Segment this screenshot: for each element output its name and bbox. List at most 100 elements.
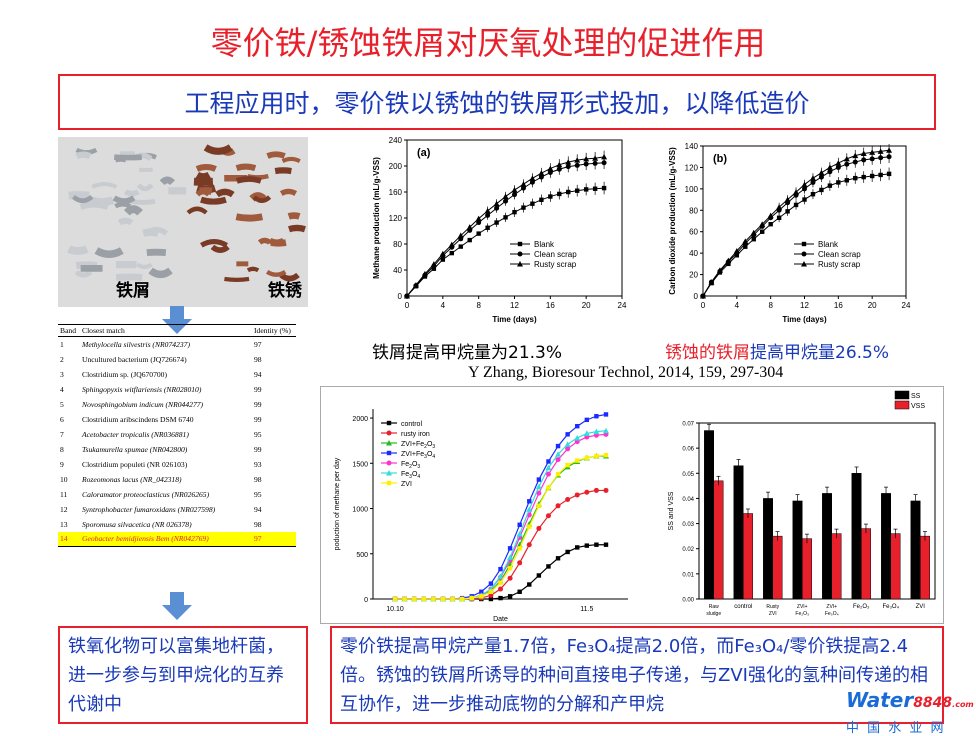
data-point [508, 594, 512, 598]
data-point [575, 189, 579, 193]
band-cell: 5 [58, 397, 80, 412]
identity-cell: 98 [252, 352, 296, 367]
data-point [556, 556, 560, 560]
identity-header: Identity (%) [252, 325, 296, 337]
data-point [584, 490, 589, 495]
iron-scrap-photo: 铁屑 铁锈 [58, 137, 308, 307]
legend-label: Fe3O4 [401, 471, 420, 480]
rust-scrap-piece [200, 191, 212, 192]
rust-scrap-piece [281, 191, 295, 193]
legend-label: ZVI [401, 481, 412, 488]
data-point [862, 175, 866, 179]
bar-vss [891, 534, 900, 599]
x-tick-label: 20 [582, 301, 591, 310]
data-point [575, 545, 579, 549]
x-category-label: Fe₂O₃ [853, 604, 870, 610]
rusty-caption: 锈蚀的铁屑提高甲烷量26.5% [665, 338, 889, 363]
legend-label: VSS [911, 403, 925, 410]
data-point [518, 242, 522, 246]
x-category-label: Fe₃O₄ [882, 604, 899, 610]
bar-vss [743, 514, 752, 599]
x-tick-label: 4 [735, 301, 740, 310]
data-point [594, 414, 598, 418]
y-tick-label: 0.01 [682, 572, 694, 578]
identity-cell: 99 [252, 442, 296, 457]
match-cell: Clostridium sp. (JQ670700) [80, 367, 252, 382]
data-point [512, 187, 518, 193]
data-point [529, 175, 535, 181]
data-point [441, 597, 445, 601]
series-control [393, 543, 608, 602]
data-point [585, 456, 589, 460]
data-point [422, 597, 426, 601]
match-cell: Uncultured bacterium (JQ726674) [80, 352, 252, 367]
data-point [517, 560, 522, 565]
data-point [527, 499, 531, 503]
band-header: Band [58, 325, 80, 337]
identity-cell: 95 [252, 487, 296, 502]
data-point [518, 252, 523, 257]
data-point [827, 164, 833, 170]
data-point [431, 597, 435, 601]
bar-vss [802, 539, 811, 599]
slide-title: 零价铁/锈蚀铁屑对厌氧处理的促进作用 [0, 18, 976, 64]
rust-scrap-piece [206, 147, 231, 151]
x-category-label: Fe₃O₄ [825, 611, 839, 617]
data-point [601, 154, 607, 160]
left-conclusion-box: 铁氧化物可以富集地杆菌，进一步参与到甲烷化的互养代谢中 [58, 626, 308, 724]
data-point [536, 526, 541, 531]
data-point [556, 444, 560, 448]
band-cell: 7 [58, 427, 80, 442]
logo-com: .com [952, 700, 974, 709]
data-point [508, 566, 512, 570]
data-point [835, 160, 841, 166]
match-cell: Sporomusa silvacetica (NR 026378) [80, 517, 252, 532]
legend-label: Fe2O3 [401, 461, 420, 470]
rust-scrap-piece [260, 240, 270, 242]
band-cell: 10 [58, 472, 80, 487]
data-point [517, 546, 521, 550]
legend-label: Rusty scrap [534, 260, 577, 269]
identity-cell: 93 [252, 457, 296, 472]
band-cell: 3 [58, 367, 80, 382]
legend-label: Clean scrap [534, 250, 577, 259]
iron-scrap-label: 铁屑 [116, 276, 150, 301]
rust-scrap-piece [275, 170, 291, 171]
legend-label: SS [911, 393, 921, 400]
legend-label: ZVI+Fe3O4 [401, 451, 435, 460]
x-axis-label: Time (days) [492, 315, 537, 324]
subtitle-box: 工程应用时，零价铁以锈蚀的铁屑形式投加，以降低造价 [58, 74, 936, 130]
legend-label: Rusty scrap [818, 260, 861, 269]
data-point [802, 252, 807, 257]
x-axis-label: Date [493, 616, 508, 623]
data-point [450, 597, 454, 601]
iron-scrap-piece [77, 155, 90, 157]
y-tick-label: 100 [685, 185, 699, 194]
data-point [537, 477, 541, 481]
x-axis-label: Time (days) [782, 315, 827, 324]
iron-scrap-piece [115, 204, 130, 206]
data-point [489, 590, 493, 594]
identity-cell: 94 [252, 502, 296, 517]
match-cell: Syntrophobacter fumaroxidans (NR027598) [80, 502, 252, 517]
bar-ss [911, 501, 920, 599]
rust-scrap-piece [224, 279, 249, 280]
bar-ss [734, 466, 743, 599]
iron-scrap-piece [119, 221, 131, 223]
rust-scrap-piece [197, 167, 216, 169]
y-tick-label: 0.07 [682, 422, 694, 428]
panel-tag: (b) [713, 153, 727, 165]
data-point [527, 582, 531, 586]
data-point [503, 215, 507, 219]
rusty-caption-prefix: 锈蚀的铁屑 [665, 343, 750, 363]
data-point [517, 590, 521, 594]
data-point [604, 412, 608, 416]
data-point [521, 205, 525, 209]
rusty-caption-suffix: 提高甲烷量26.5% [750, 343, 889, 363]
data-point [594, 543, 598, 547]
